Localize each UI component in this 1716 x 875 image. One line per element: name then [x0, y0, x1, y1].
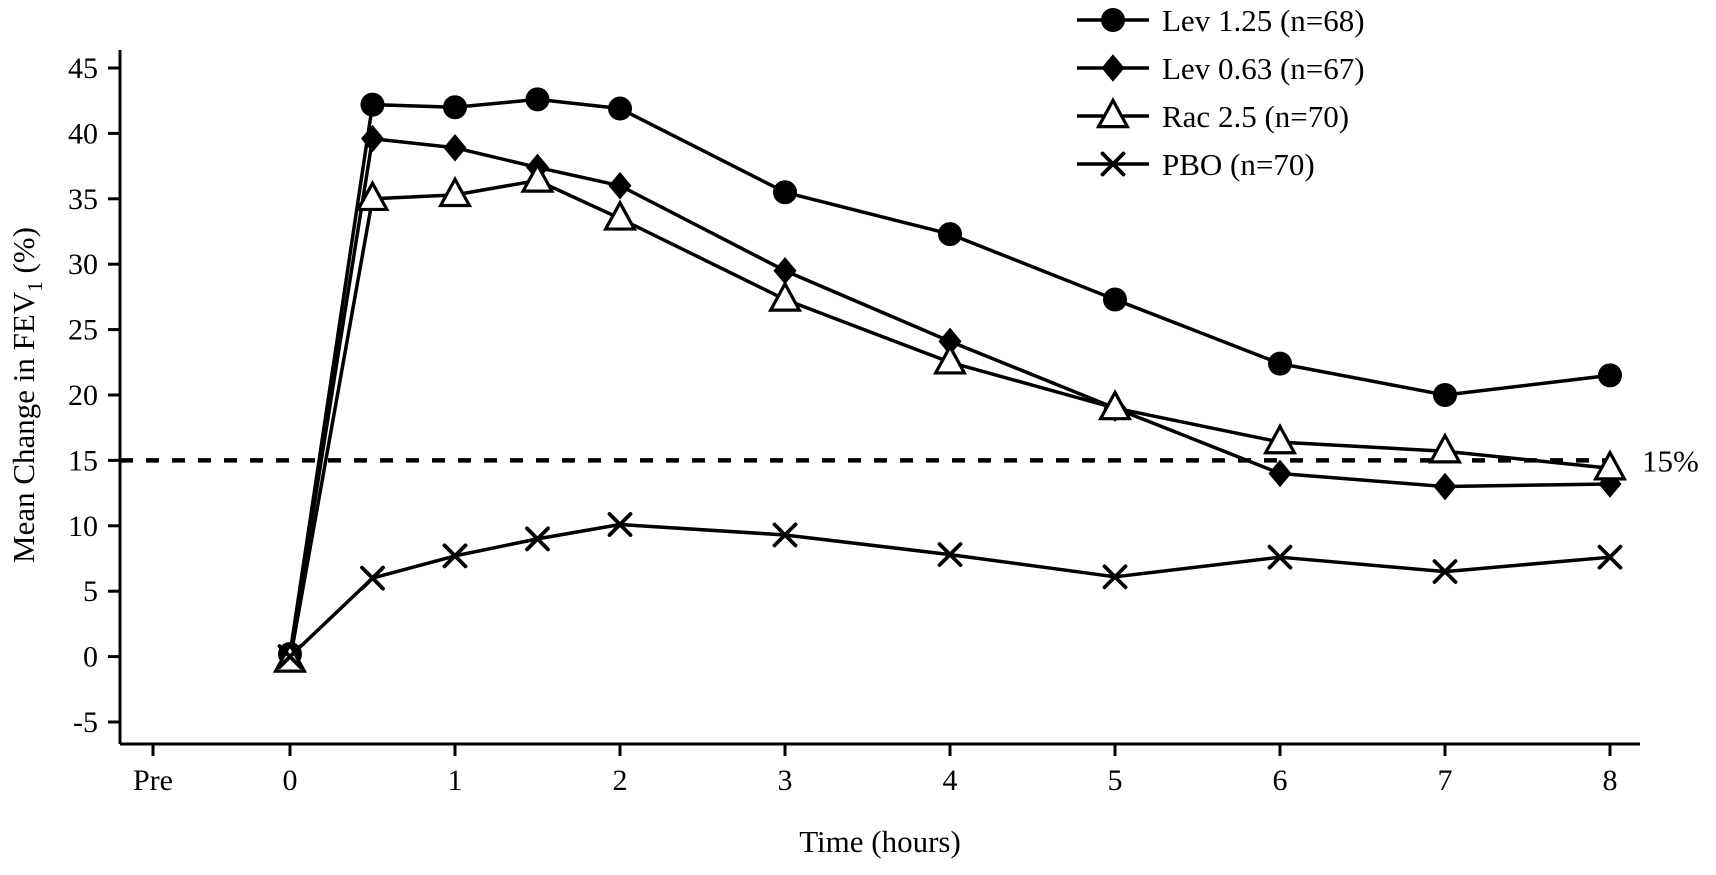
y-tick-label: 0 — [83, 641, 98, 674]
marker-lev-1.25-n-68 — [443, 95, 467, 120]
x-tick-label: 5 — [1108, 764, 1123, 797]
marker-pbo-n-70 — [360, 565, 385, 591]
marker-rac-2.5-n-70 — [355, 179, 390, 212]
x-tick-label: 0 — [283, 764, 298, 797]
legend-label: Lev 0.63 (n=67) — [1162, 51, 1365, 86]
marker-lev-1.25-n-68 — [608, 96, 632, 121]
marker-lev-1.25-n-68 — [1268, 351, 1292, 376]
x-tick-label: 3 — [778, 764, 793, 797]
marker-pbo-n-70 — [277, 644, 303, 669]
marker-rac-2.5-n-70 — [932, 343, 968, 375]
x-tick-label: 1 — [448, 764, 463, 797]
reference-line-label: 15% — [1642, 443, 1699, 478]
y-tick-label: 10 — [68, 510, 98, 543]
marker-rac-2.5-n-70 — [1592, 449, 1628, 481]
marker-pbo-n-70 — [937, 542, 963, 567]
y-tick-label: 25 — [68, 314, 98, 347]
series-line-pbo-n-70 — [288, 522, 1612, 659]
marker-rac-2.5-n-70 — [437, 175, 473, 208]
x-tick-label: 8 — [1603, 764, 1618, 797]
marker-lev-1.25-n-68 — [525, 87, 550, 112]
marker-pbo-n-70 — [607, 512, 633, 537]
series-line-rac-2.5-n-70 — [288, 178, 1612, 663]
legend-marker — [1100, 151, 1126, 177]
marker-lev-1.25-n-68 — [773, 180, 797, 205]
marker-lev-1.25-n-68 — [938, 222, 962, 247]
marker-rac-2.5-n-70 — [1262, 423, 1298, 455]
x-tick-label: 6 — [1273, 764, 1288, 797]
y-tick-label: 5 — [83, 575, 98, 608]
x-tick-label: 4 — [943, 764, 958, 797]
marker-pbo-n-70 — [442, 543, 468, 569]
marker-pbo-n-70 — [1267, 544, 1293, 570]
marker-lev-1.25-n-68 — [1598, 363, 1622, 388]
y-tick-label: 45 — [68, 52, 98, 85]
y-tick-label: 15 — [68, 444, 98, 477]
marker-lev-1.25-n-68 — [360, 92, 385, 117]
marker-pbo-n-70 — [1432, 559, 1458, 584]
marker-rac-2.5-n-70 — [602, 199, 638, 231]
x-tick-label: 7 — [1438, 764, 1453, 797]
legend-marker — [1095, 97, 1131, 129]
x-tick-label: 2 — [613, 764, 628, 797]
y-tick-label: 40 — [68, 117, 98, 150]
y-axis-title: Mean Change in FEV1 (%) — [6, 227, 47, 563]
legend-label: Rac 2.5 (n=70) — [1162, 99, 1349, 134]
marker-rac-2.5-n-70 — [520, 161, 555, 193]
marker-lev-1.25-n-68 — [1103, 287, 1127, 312]
marker-pbo-n-70 — [1102, 564, 1128, 590]
marker-lev-1.25-n-68 — [1433, 383, 1457, 407]
marker-lev-0.63-n-67 — [443, 133, 467, 162]
marker-rac-2.5-n-70 — [767, 280, 803, 312]
marker-lev-0.63-n-67 — [361, 124, 384, 153]
marker-pbo-n-70 — [525, 526, 550, 552]
marker-lev-0.63-n-67 — [608, 171, 632, 200]
x-tick-label: Pre — [133, 764, 173, 797]
marker-lev-0.63-n-67 — [773, 256, 797, 285]
legend-label: Lev 1.25 (n=68) — [1162, 3, 1365, 38]
marker-lev-0.63-n-67 — [1433, 472, 1457, 501]
marker-rac-2.5-n-70 — [1427, 432, 1463, 464]
y-tick-label: -5 — [73, 706, 98, 739]
marker-lev-0.63-n-67 — [1268, 459, 1292, 488]
y-tick-label: 35 — [68, 183, 98, 216]
y-tick-label: 30 — [68, 248, 98, 281]
series-line-lev-1.25-n-68 — [288, 97, 1612, 656]
marker-pbo-n-70 — [1597, 544, 1623, 570]
x-axis-title: Time (hours) — [799, 824, 961, 859]
legend-label: PBO (n=70) — [1162, 147, 1315, 182]
marker-lev-0.63-n-67 — [938, 327, 962, 356]
marker-pbo-n-70 — [772, 522, 798, 548]
series-line-lev-0.63-n-67 — [288, 136, 1612, 659]
legend-marker — [1101, 54, 1125, 82]
marker-rac-2.5-n-70 — [1097, 389, 1133, 421]
legend-marker — [1101, 8, 1125, 32]
y-tick-label: 20 — [68, 379, 98, 412]
